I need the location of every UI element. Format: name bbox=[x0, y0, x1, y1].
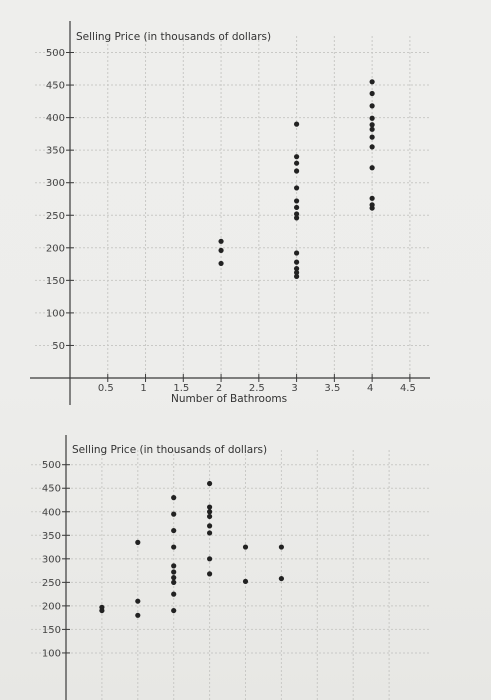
data-point bbox=[369, 115, 375, 121]
data-point bbox=[171, 607, 177, 614]
data-point bbox=[369, 90, 375, 97]
data-point bbox=[135, 612, 141, 618]
y-tick-label: 150 bbox=[42, 625, 61, 636]
y-axis-title: Selling Price (in thousands of dollars) bbox=[76, 31, 271, 43]
data-point bbox=[278, 575, 284, 582]
y-tick-label: 350 bbox=[46, 146, 65, 157]
x-tick-label: 4.5 bbox=[400, 383, 416, 394]
data-point bbox=[207, 530, 213, 536]
data-point bbox=[135, 539, 141, 545]
data-point bbox=[293, 198, 300, 204]
data-point bbox=[135, 598, 141, 604]
data-point bbox=[207, 556, 213, 562]
data-point bbox=[99, 607, 105, 614]
y-tick-label: 250 bbox=[46, 211, 65, 222]
y-tick-label: 450 bbox=[42, 484, 61, 495]
y-tick-label: 400 bbox=[46, 113, 65, 124]
x-axis-title: Number of Bathrooms bbox=[171, 393, 287, 405]
data-point bbox=[218, 260, 224, 267]
y-tick-label: 100 bbox=[46, 308, 65, 319]
data-point bbox=[171, 495, 177, 501]
data-point bbox=[369, 126, 375, 132]
data-point bbox=[207, 504, 213, 510]
y-tick-label: 150 bbox=[46, 276, 65, 287]
chart-1: 50 100 150 200 250 300 350 400 450 500 Selling Pri… bbox=[30, 21, 430, 405]
data-point bbox=[293, 266, 300, 272]
data-point bbox=[369, 103, 375, 109]
data-point bbox=[171, 527, 177, 534]
y-tick-label: 450 bbox=[46, 81, 65, 92]
x-tick-label: 2.5 bbox=[249, 383, 265, 394]
data-point bbox=[369, 144, 375, 150]
data-point bbox=[242, 544, 249, 550]
data-point bbox=[293, 204, 300, 211]
data-point bbox=[293, 211, 300, 217]
x-tick-label: 1.5 bbox=[173, 383, 189, 394]
data-point bbox=[207, 523, 213, 529]
data-point bbox=[242, 578, 249, 585]
data-point bbox=[207, 513, 213, 520]
data-point bbox=[293, 154, 300, 160]
data-point bbox=[171, 511, 177, 517]
data-point bbox=[293, 215, 300, 221]
y-tick-label: 300 bbox=[42, 554, 61, 565]
data-point bbox=[171, 575, 177, 581]
data-point bbox=[369, 134, 375, 140]
data-point bbox=[369, 122, 375, 128]
y-tick-label: 500 bbox=[46, 48, 65, 59]
x-tick-label: 4 bbox=[367, 383, 373, 394]
data-point bbox=[171, 563, 177, 569]
data-point bbox=[293, 259, 300, 265]
data-point bbox=[218, 238, 224, 244]
data-point bbox=[293, 185, 300, 191]
data-point bbox=[171, 569, 177, 575]
data-point bbox=[369, 79, 375, 85]
x-tick-label: 1 bbox=[140, 383, 146, 394]
y-axis-title: Selling Price (in thousands of dollars) bbox=[72, 444, 267, 456]
data-point bbox=[218, 247, 224, 254]
data-point bbox=[207, 480, 213, 487]
x-tick-label: 3.5 bbox=[324, 383, 340, 394]
data-point bbox=[293, 168, 300, 174]
chart-2: 100 150 200 250 300 350 400 450 500 Selling Price… bbox=[31, 435, 430, 700]
x-tick-label: 0.5 bbox=[98, 383, 114, 394]
y-tick-label: 350 bbox=[42, 531, 61, 542]
grid bbox=[31, 450, 430, 700]
data-point bbox=[293, 273, 300, 280]
points bbox=[99, 480, 284, 618]
data-point bbox=[171, 544, 177, 550]
y-tick-label: 500 bbox=[42, 460, 61, 471]
data-point bbox=[207, 571, 213, 577]
data-point bbox=[369, 195, 375, 201]
y-tick-label: 50 bbox=[52, 341, 65, 352]
data-point bbox=[171, 591, 177, 597]
y-tick-label: 200 bbox=[46, 243, 65, 254]
data-point bbox=[293, 250, 300, 256]
y-tick-label: 300 bbox=[46, 178, 65, 189]
data-point bbox=[293, 269, 300, 276]
y-tick-label: 400 bbox=[42, 507, 61, 518]
grid bbox=[35, 36, 430, 378]
data-point bbox=[207, 509, 213, 515]
x-tick-label: 2 bbox=[216, 383, 222, 394]
data-point bbox=[293, 160, 300, 166]
x-tick-label: 3 bbox=[291, 383, 297, 394]
y-tick-label: 250 bbox=[42, 578, 61, 589]
points bbox=[218, 79, 375, 280]
data-point bbox=[369, 205, 375, 211]
data-point bbox=[171, 579, 177, 585]
y-tick-label: 200 bbox=[42, 601, 61, 612]
data-point bbox=[278, 544, 284, 550]
data-point bbox=[293, 121, 300, 127]
y-tick-label: 100 bbox=[42, 648, 61, 659]
data-point bbox=[369, 165, 375, 171]
